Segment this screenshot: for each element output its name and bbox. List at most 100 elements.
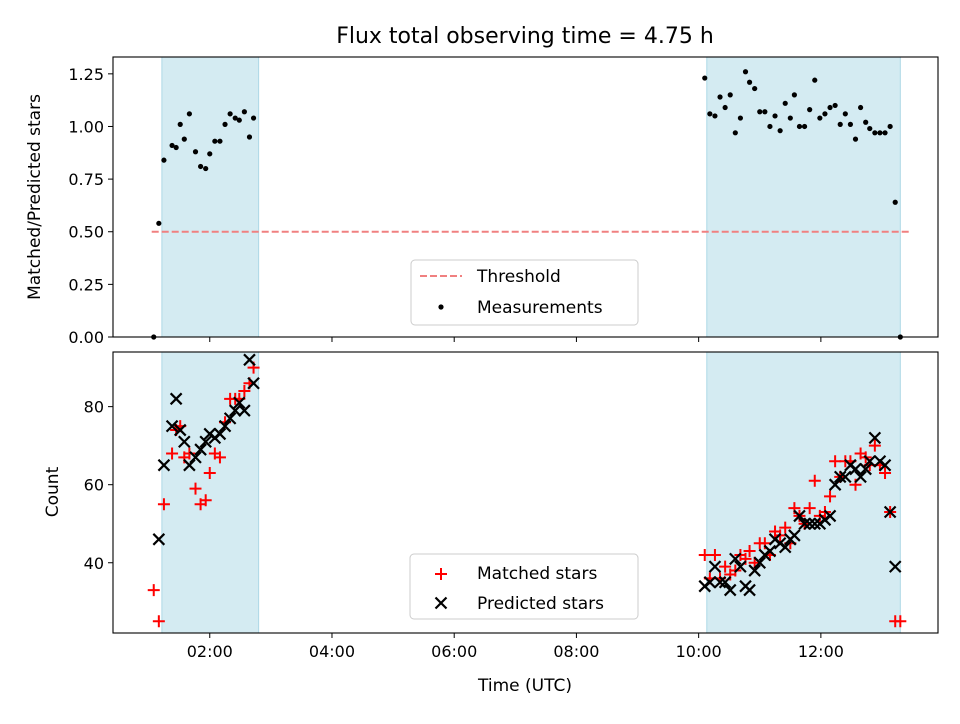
observing-span	[706, 57, 901, 337]
measurement-point	[181, 136, 187, 142]
measurement-point	[822, 111, 828, 117]
predicted-star-point	[157, 458, 171, 472]
predicted-star-point	[803, 517, 816, 530]
legend-predicted-swatch	[434, 596, 448, 610]
y-tick-label: 0.00	[68, 328, 104, 347]
legend-measurements-swatch	[438, 304, 444, 310]
predicted-star-point	[233, 396, 246, 410]
observing-span	[706, 352, 901, 633]
measurement-point	[791, 92, 797, 98]
measurement-point	[246, 134, 253, 140]
y-tick-label: 60	[84, 476, 104, 495]
predicted-star-point	[729, 552, 742, 566]
x-tick-label: 04:00	[309, 642, 355, 661]
measurement-point	[197, 163, 204, 170]
measurement-point	[232, 115, 238, 121]
predicted-star-point	[152, 533, 166, 546]
predicted-star-point	[833, 470, 847, 484]
measurement-point	[192, 149, 199, 155]
predicted-star-point	[788, 529, 801, 542]
legend-measurements-label: Measurements	[477, 298, 603, 318]
measurement-point	[872, 130, 878, 136]
measurement-point	[782, 100, 788, 106]
measurement-point	[712, 113, 718, 119]
legend-matched-label: Matched stars	[477, 564, 597, 584]
legend-matched-swatch	[435, 568, 447, 580]
predicted-star-point	[218, 419, 232, 433]
measurement-point	[772, 113, 778, 119]
matched-star-point	[808, 474, 821, 487]
predicted-star-point	[223, 412, 237, 425]
predicted-star-point	[883, 505, 897, 519]
predicted-star-point	[713, 575, 727, 589]
matched-star-point	[189, 482, 202, 495]
matched-star-point	[868, 439, 881, 452]
measurement-point	[777, 128, 783, 134]
predicted-star-point	[228, 404, 242, 417]
predicted-star-point	[213, 427, 227, 441]
x-tick-label: 08:00	[553, 642, 599, 661]
ratio-legend: Threshold Measurements	[410, 259, 639, 326]
ratio-ylabel: Matched/Predicted stars	[25, 94, 45, 300]
predicted-star-point	[859, 462, 872, 476]
measurement-point	[732, 130, 738, 136]
matched-star-point	[238, 385, 251, 398]
predicted-star-point	[823, 509, 837, 523]
measurement-point	[882, 130, 888, 136]
matched-star-point	[803, 502, 816, 515]
matched-star-point	[213, 451, 226, 464]
matched-star-point	[719, 560, 732, 573]
matched-star-point	[779, 521, 792, 534]
predicted-star-point	[718, 575, 732, 589]
predicted-star-point	[753, 556, 767, 570]
measurement-point	[852, 136, 859, 142]
y-tick-label: 0.50	[68, 223, 104, 242]
x-axis-label: Time (UTC)	[477, 676, 572, 696]
predicted-star-point	[238, 404, 251, 417]
predicted-star-point	[748, 564, 761, 577]
measurement-point	[752, 85, 758, 92]
predicted-star-point	[243, 353, 256, 367]
predicted-star-point	[169, 392, 183, 406]
measurement-point	[762, 109, 768, 115]
legend-frame	[409, 553, 639, 620]
measurement-point	[169, 142, 175, 149]
measurement-point	[867, 125, 873, 132]
predicted-star-point	[763, 544, 777, 558]
predicted-star-point	[178, 435, 191, 449]
measurement-point	[707, 111, 713, 117]
measurement-point	[832, 102, 838, 109]
measurement-point	[877, 130, 883, 136]
predicted-star-point	[849, 462, 862, 476]
measurement-point	[203, 165, 209, 172]
legend-predicted-label: Predicted stars	[477, 594, 604, 614]
axes-frame	[112, 351, 939, 634]
predicted-star-point	[778, 540, 792, 554]
y-tick-label: 0.75	[68, 170, 104, 189]
measurement-point	[186, 111, 192, 117]
matched-star-point	[157, 498, 170, 511]
ratio-panel: 0.00 0.25 0.50 0.75 1.00 1.25 Matched/Predict…	[25, 56, 939, 347]
measurement-point	[737, 115, 744, 121]
observing-span	[161, 57, 259, 337]
measurement-point	[863, 119, 869, 125]
predicted-star-point	[734, 560, 747, 573]
y-tick-label: 1.00	[68, 117, 104, 136]
measurement-point	[827, 104, 833, 111]
measurement-point	[236, 117, 242, 123]
measurement-point	[727, 92, 733, 98]
measurement-point	[801, 123, 808, 130]
predicted-star-point	[863, 455, 877, 468]
measurement-point	[847, 121, 854, 127]
legend-threshold-label: Threshold	[476, 267, 561, 287]
measurement-point	[717, 94, 723, 100]
measurement-point	[177, 121, 183, 127]
predicted-star-point	[708, 560, 722, 573]
matched-star-point	[829, 455, 842, 468]
measurement-point	[807, 107, 813, 113]
measurement-point	[837, 121, 843, 127]
y-tick-label: 40	[84, 554, 104, 573]
measurement-point	[222, 121, 228, 127]
predicted-star-point	[793, 509, 806, 523]
matched-star-point	[183, 447, 196, 460]
